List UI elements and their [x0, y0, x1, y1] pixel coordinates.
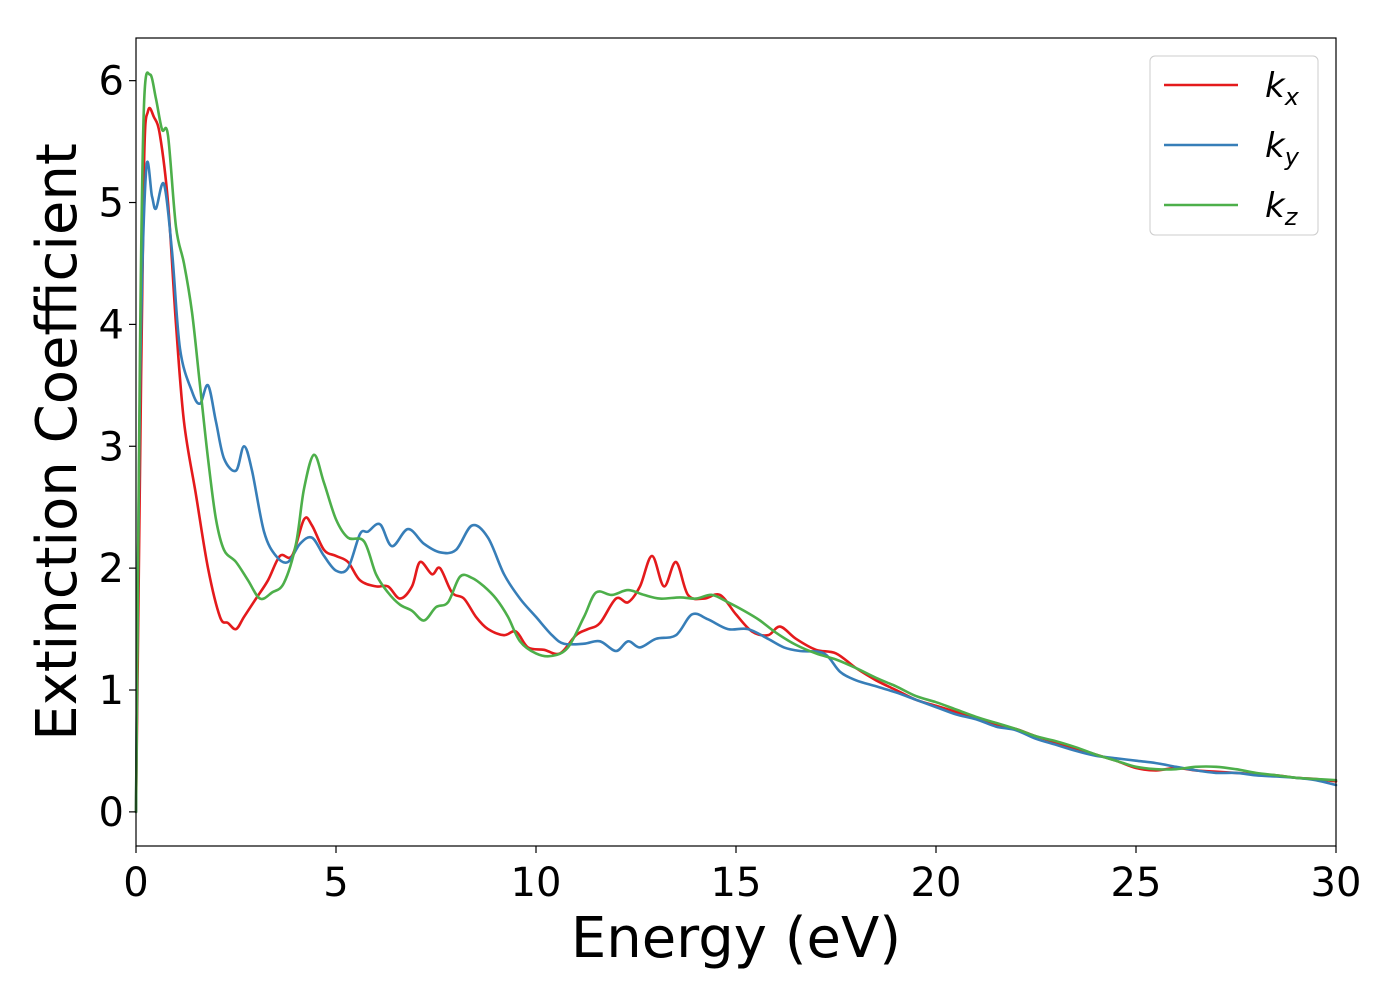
legend-label-z: kz [1265, 186, 1299, 231]
x-tick-label: 10 [511, 860, 562, 906]
x-tick-label: 15 [711, 860, 762, 906]
x-tick-label: 25 [1111, 860, 1162, 906]
x-tick-label: 20 [911, 860, 962, 906]
y-tick-label: 6 [99, 59, 124, 105]
x-tick-label: 30 [1311, 860, 1362, 906]
y-tick-label: 3 [99, 424, 124, 470]
legend-label-y: ky [1265, 126, 1300, 171]
y-tick-label: 0 [99, 790, 124, 836]
legend-label-x: kx [1265, 66, 1300, 111]
x-tick-label: 0 [123, 860, 148, 906]
y-tick-label: 1 [99, 668, 124, 714]
legend: kx ky kz [1149, 55, 1319, 236]
y-tick-label: 2 [99, 546, 124, 592]
series-line-k-z [134, 71, 1338, 814]
series-layer [134, 71, 1338, 814]
y-axis-label: Extinction Coefficient [25, 143, 90, 741]
plot-background [136, 38, 1336, 846]
x-tick-label: 5 [323, 860, 348, 906]
y-tick-label: 5 [99, 181, 124, 227]
plot-frame [135, 37, 1337, 847]
y-tick-label: 4 [99, 302, 124, 348]
x-axis-label: Energy (eV) [571, 906, 901, 971]
ticks-layer: 0 5 10 15 20 25 30 0 1 2 3 4 5 6 [99, 59, 1362, 906]
series-line-k-y [134, 160, 1338, 814]
